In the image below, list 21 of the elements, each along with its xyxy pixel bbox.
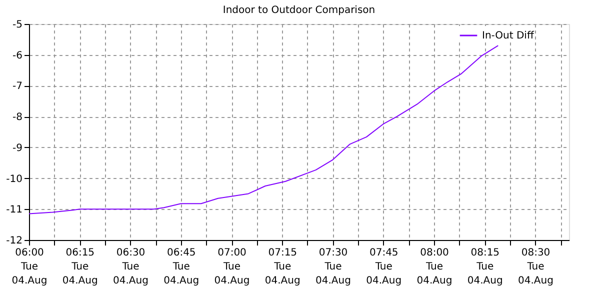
legend-label: In-Out Diff	[482, 30, 535, 42]
x-tick-label: 06:15 Tue 04.Aug	[62, 248, 98, 286]
x-tick-label: 06:30 Tue 04.Aug	[113, 248, 148, 286]
x-tick-label: 08:30 Tue 04.Aug	[518, 248, 554, 286]
x-tick-label: 06:45 Tue 04.Aug	[164, 248, 200, 286]
x-tick-label: 07:00 Tue 04.Aug	[214, 248, 250, 286]
y-tick-label: -11	[6, 204, 22, 216]
y-tick-label: -6	[12, 50, 22, 62]
y-tick-label: -9	[12, 142, 22, 154]
y-tick-label: -5	[12, 20, 22, 30]
y-tick-label: -7	[12, 81, 22, 92]
x-tick-label: 07:30 Tue 04.Aug	[316, 248, 351, 286]
y-tick-label: -10	[6, 174, 22, 185]
chart-title: Indoor to Outdoor Comparison	[222, 5, 376, 16]
x-tick-label: 07:15 Tue 04.Aug	[264, 248, 300, 286]
x-tick-label: 06:00 Tue 04.Aug	[12, 248, 48, 286]
x-tick-label: 08:00 Tue 04.Aug	[416, 248, 452, 286]
y-tick-label: -8	[12, 112, 22, 124]
y-tick-label: -12	[6, 236, 22, 246]
x-tick-label: 07:45 Tue 04.Aug	[366, 248, 402, 286]
x-tick-label: 08:15 Tue 04.Aug	[467, 248, 503, 286]
